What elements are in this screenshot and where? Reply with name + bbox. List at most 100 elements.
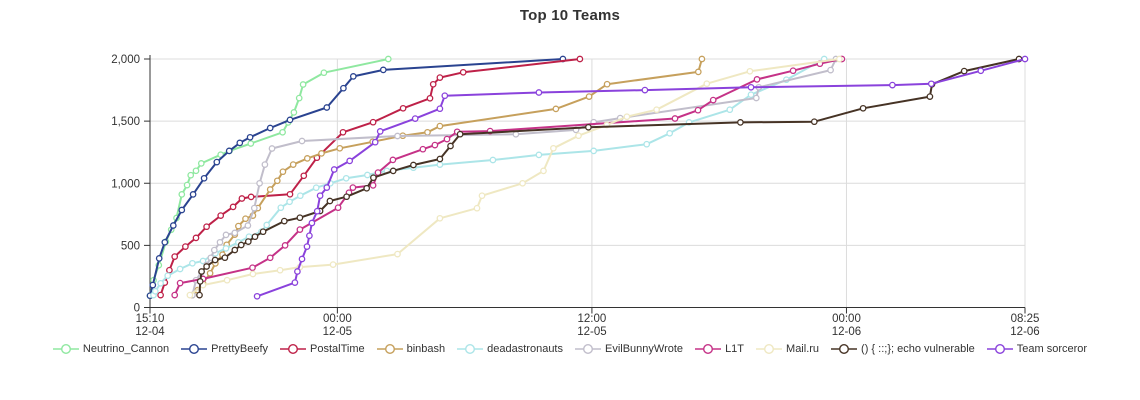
series-point-neutrino-cannon[interactable] <box>192 167 200 175</box>
series-point-team-sorceror[interactable] <box>306 232 313 240</box>
series-point-evilbunnywrote[interactable] <box>298 137 306 145</box>
legend-item-neutrino-cannon[interactable]: Neutrino_Cannon <box>52 343 169 355</box>
series-point-mail-ru[interactable] <box>436 214 444 222</box>
series-point-echo-vulnerable[interactable] <box>203 263 210 270</box>
series-point-echo-vulnerable[interactable] <box>926 93 934 100</box>
series-point-postaltime[interactable] <box>286 190 294 198</box>
series-point-neutrino-cannon[interactable] <box>183 181 191 189</box>
series-deadastronauts[interactable] <box>150 55 828 299</box>
series-point-team-sorceror[interactable] <box>927 80 935 88</box>
series-point-echo-vulnerable[interactable] <box>456 130 464 138</box>
series-line-echo-vulnerable[interactable] <box>198 58 1020 297</box>
series-point-neutrino-cannon[interactable] <box>295 94 303 102</box>
series-point-mail-ru[interactable] <box>394 250 401 258</box>
series-point-prettybeefy[interactable] <box>213 158 221 166</box>
series-point-team-sorceror[interactable] <box>308 219 316 227</box>
series-point-echo-vulnerable[interactable] <box>196 291 203 299</box>
series-point-prettybeefy[interactable] <box>340 84 347 92</box>
series-point-l1t[interactable] <box>671 115 679 122</box>
series-point-l1t[interactable] <box>349 184 357 191</box>
series-point-binbash[interactable] <box>273 177 281 185</box>
series-point-deadastronauts[interactable] <box>590 147 598 155</box>
legend-item-mail-ru[interactable]: Mail.ru <box>756 343 819 355</box>
series-point-binbash[interactable] <box>424 128 431 136</box>
series-point-neutrino-cannon[interactable] <box>299 81 307 88</box>
series-point-mail-ru[interactable] <box>223 276 231 284</box>
series-point-deadastronauts[interactable] <box>726 106 734 114</box>
series-point-binbash[interactable] <box>318 150 325 157</box>
series-point-binbash[interactable] <box>436 122 444 130</box>
legend-item-echo-vulnerable[interactable]: () { ::;}; echo vulnerable <box>831 343 975 355</box>
series-point-neutrino-cannon[interactable] <box>178 191 186 198</box>
series-point-deadastronauts[interactable] <box>157 279 164 287</box>
legend-item-team-sorceror[interactable]: Team sorceror <box>986 343 1087 355</box>
series-point-l1t[interactable] <box>334 204 342 212</box>
series-point-l1t[interactable] <box>266 254 274 262</box>
series-point-deadastronauts[interactable] <box>199 257 207 265</box>
series-point-l1t[interactable] <box>789 67 797 75</box>
series-point-team-sorceror[interactable] <box>1021 55 1029 63</box>
series-point-neutrino-cannon[interactable] <box>384 55 392 63</box>
series-point-l1t[interactable] <box>419 145 427 153</box>
series-point-postaltime[interactable] <box>247 193 255 201</box>
series-point-l1t[interactable] <box>389 156 397 164</box>
series-point-team-sorceror[interactable] <box>316 192 324 200</box>
series-point-echo-vulnerable[interactable] <box>237 241 245 249</box>
series-point-evilbunnywrote[interactable] <box>256 179 263 187</box>
series-point-echo-vulnerable[interactable] <box>585 123 592 131</box>
series-point-prettybeefy[interactable] <box>149 281 157 289</box>
series-point-echo-vulnerable[interactable] <box>810 118 818 126</box>
series-point-l1t[interactable] <box>296 226 304 233</box>
series-point-echo-vulnerable[interactable] <box>259 228 267 236</box>
series-point-postaltime[interactable] <box>339 128 347 136</box>
series-point-deadastronauts[interactable] <box>643 140 651 148</box>
legend-item-l1t[interactable]: L1T <box>695 343 744 355</box>
series-point-postaltime[interactable] <box>203 223 210 231</box>
series-point-echo-vulnerable[interactable] <box>296 214 304 222</box>
series-point-team-sorceror[interactable] <box>303 243 311 250</box>
legend-item-postaltime[interactable]: PostalTime <box>280 343 365 355</box>
series-point-mail-ru[interactable] <box>473 204 481 212</box>
series-point-deadastronauts[interactable] <box>342 174 350 182</box>
series-point-neutrino-cannon[interactable] <box>320 69 328 77</box>
series-point-team-sorceror[interactable] <box>371 138 379 146</box>
series-point-echo-vulnerable[interactable] <box>231 246 239 254</box>
series-point-prettybeefy[interactable] <box>236 139 244 147</box>
series-point-postaltime[interactable] <box>171 253 179 260</box>
series-point-echo-vulnerable[interactable] <box>280 217 288 225</box>
series-point-echo-vulnerable[interactable] <box>363 184 371 192</box>
series-point-team-sorceror[interactable] <box>747 83 755 91</box>
series-point-mail-ru[interactable] <box>329 261 337 268</box>
series-point-deadastronauts[interactable] <box>263 221 271 229</box>
series-point-echo-vulnerable[interactable] <box>410 161 417 169</box>
series-point-evilbunnywrote[interactable] <box>231 229 239 237</box>
series-point-team-sorceror[interactable] <box>641 86 649 94</box>
series-point-mail-ru[interactable] <box>746 67 754 75</box>
series-point-binbash[interactable] <box>336 144 344 152</box>
series-point-team-sorceror[interactable] <box>298 255 306 263</box>
series-point-deadastronauts[interactable] <box>364 171 371 179</box>
series-point-binbash[interactable] <box>206 269 214 277</box>
series-point-mail-ru[interactable] <box>540 167 547 175</box>
series-point-echo-vulnerable[interactable] <box>960 67 968 75</box>
series-point-mail-ru[interactable] <box>550 144 557 152</box>
series-point-binbash[interactable] <box>698 55 706 63</box>
legend-item-binbash[interactable]: binbash <box>376 343 445 355</box>
series-point-echo-vulnerable[interactable] <box>198 268 205 275</box>
series-point-mail-ru[interactable] <box>478 192 486 200</box>
series-point-prettybeefy[interactable] <box>323 104 331 111</box>
legend-item-deadastronauts[interactable]: deadastronauts <box>457 343 563 355</box>
series-point-postaltime[interactable] <box>576 55 584 63</box>
series-point-evilbunnywrote[interactable] <box>244 222 252 229</box>
series-point-l1t[interactable] <box>753 76 761 83</box>
series-point-binbash[interactable] <box>235 222 242 230</box>
series-point-postaltime[interactable] <box>182 243 189 250</box>
series-point-deadastronauts[interactable] <box>312 184 320 192</box>
series-point-prettybeefy[interactable] <box>379 66 387 74</box>
series-line-mail-ru[interactable] <box>188 58 841 297</box>
series-point-prettybeefy[interactable] <box>286 116 294 124</box>
series-point-echo-vulnerable[interactable] <box>251 233 259 241</box>
series-point-evilbunnywrote[interactable] <box>752 94 760 102</box>
series-point-binbash[interactable] <box>242 215 249 223</box>
series-point-postaltime[interactable] <box>429 80 437 88</box>
